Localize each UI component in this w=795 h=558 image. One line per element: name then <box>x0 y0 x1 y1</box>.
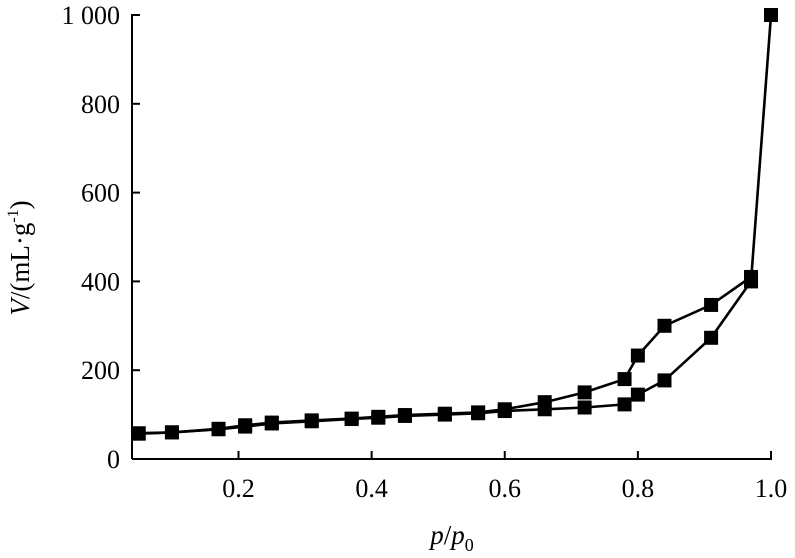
y-tick-label: 600 <box>81 179 120 208</box>
x-tick-label: 0.4 <box>355 474 388 503</box>
series-1-point <box>630 387 645 402</box>
x-axis-title: p/p0 <box>428 520 474 555</box>
series-2-point <box>344 411 359 426</box>
y-ticks: 0 200 400 600 800 1 000 <box>62 1 140 474</box>
series-2-point <box>657 318 672 333</box>
series-2-point <box>497 402 512 417</box>
y-tick-label: 0 <box>107 445 120 474</box>
series-lines <box>138 14 773 435</box>
y-axis-title: V/(mL·g-1) <box>5 200 35 315</box>
series-2-point <box>264 415 279 430</box>
series-2-point <box>630 348 645 363</box>
data-markers <box>131 8 778 441</box>
series-2-point <box>471 405 486 420</box>
series-1-point <box>704 330 719 345</box>
series-1-point <box>577 400 592 415</box>
series-1-line <box>138 14 773 435</box>
y-tick-label: 1 000 <box>62 1 121 30</box>
x-tick-label: 0.6 <box>489 474 522 503</box>
series-1-point <box>657 373 672 388</box>
series-1-point <box>617 397 632 412</box>
series-2-point <box>437 406 452 421</box>
x-tick-label: 0.2 <box>222 474 255 503</box>
series-2-point <box>164 425 179 440</box>
series-1-point <box>764 8 778 22</box>
series-2-point <box>704 297 719 312</box>
series-2-point <box>131 426 146 441</box>
x-ticks: 0.2 0.4 0.6 0.8 1.0 <box>222 451 787 503</box>
series-2-point <box>371 409 386 424</box>
series-2-point <box>304 413 319 428</box>
y-tick-label: 200 <box>81 356 120 385</box>
series-2-point <box>617 372 632 387</box>
series-2-point <box>397 408 412 423</box>
y-tick-label: 400 <box>81 267 120 296</box>
series-2-point <box>744 269 759 284</box>
x-tick-label: 0.8 <box>622 474 655 503</box>
series-2-point <box>211 421 226 436</box>
series-2-point <box>537 395 552 410</box>
series-2-point <box>238 418 253 433</box>
y-tick-label: 800 <box>81 90 120 119</box>
series-2-point <box>577 385 592 400</box>
x-tick-label: 1.0 <box>755 474 788 503</box>
